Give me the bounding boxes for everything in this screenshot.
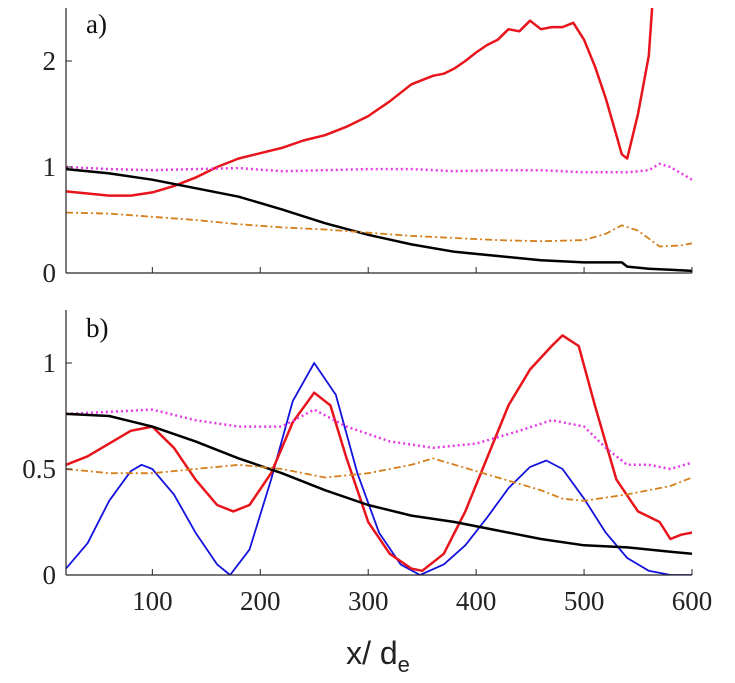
- panel-b-series-magenta-dotted: [66, 408, 692, 471]
- panel-b-series-blue-solid: [66, 362, 692, 575]
- panel-b-series-orange-dash-dot: [66, 457, 692, 502]
- x-axis-title-subscript: e: [398, 652, 410, 677]
- panel-b-x-tick-label: 100: [132, 586, 173, 616]
- panel-a-series-black-solid: [66, 167, 692, 273]
- panel-a-series-red-solid: [66, 8, 654, 197]
- panel-a-ticks: 0 1 2: [43, 46, 693, 288]
- panel-a-axes: [65, 8, 692, 274]
- panel-a-y-tick-label: 0: [43, 258, 57, 288]
- x-axis-title-main: x/ d: [346, 635, 398, 671]
- panel-a-y-tick-label: 2: [43, 46, 57, 76]
- panel-b-y-tick-label: 1: [43, 348, 57, 378]
- panel-a-label: a): [86, 9, 107, 39]
- panel-b-x-tick-label: 200: [240, 586, 281, 616]
- panel-a-y-tick-label: 1: [43, 152, 57, 182]
- panel-b-y-tick-label: 0: [43, 560, 57, 590]
- panel-a-series: [66, 8, 692, 273]
- panel-b-axes: [65, 310, 692, 576]
- x-axis-title: x/ de: [346, 635, 410, 677]
- panel-b-ticks: 100 200 300 400 500 600 0 0.5 1: [22, 348, 712, 616]
- panel-b-series-red-solid: [66, 334, 692, 573]
- panel-b-series-black-solid: [66, 412, 692, 556]
- panel-b-series: [66, 334, 692, 575]
- panel-b-x-tick-label: 400: [456, 586, 497, 616]
- panel-b: 100 200 300 400 500 600 0 0.5 1 b): [22, 310, 712, 616]
- panel-b-x-tick-label: 300: [348, 586, 389, 616]
- panel-b-x-tick-label: 500: [564, 586, 605, 616]
- panel-a: 0 1 2 a): [43, 8, 693, 288]
- panel-b-label: b): [86, 313, 109, 343]
- panel-a-series-orange-dash-dot: [66, 211, 692, 248]
- panel-b-y-tick-label: 0.5: [22, 454, 56, 484]
- panel-a-series-magenta-dotted: [66, 162, 692, 181]
- panel-b-x-tick-label: 600: [672, 586, 713, 616]
